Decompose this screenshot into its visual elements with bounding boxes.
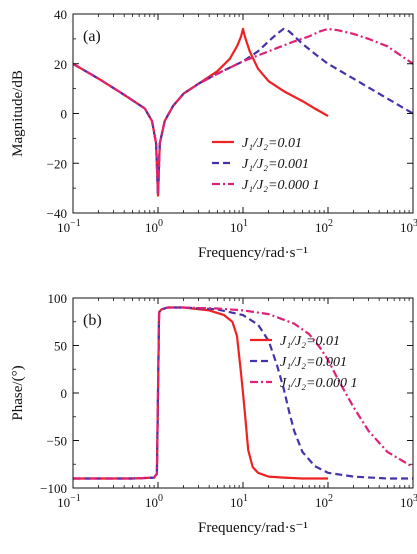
y-tick-label: −100 [40,481,67,496]
plot-area [73,27,413,197]
y-tick-label: 100 [48,291,68,306]
y-tick-label: 50 [54,339,67,354]
panel-label: (b) [83,312,102,329]
x-tick-label: 102 [315,218,333,235]
y-tick-label: 0 [61,107,68,122]
plot-area [73,306,413,480]
x-tick-label: 100 [145,493,163,510]
x-axis-label: Frequency/rad·s⁻¹ [198,520,308,536]
chart-panel-b: 10−1 100 101 102 103 −100 −50 0 50 100 Frequency/r… [10,291,417,536]
y-tick-label: 20 [54,57,67,72]
y-tick-label: −50 [47,434,67,449]
chart-panel-a: 10−1 100 101 102 103 −40 −20 0 20 40 Frequency/rad… [10,7,417,261]
legend-entry-2: J₁/J₂=0.001 [280,355,347,370]
legend-entry-3: J₁/J₂=0.000 1 [280,376,358,391]
legend-entry-1: J₁/J₂=0.01 [280,334,340,349]
x-tick-label: 102 [315,493,333,510]
x-tick-label: 10−1 [57,493,81,510]
legend: J₁/J₂=0.01 J₁/J₂=0.001 J₁/J₂=0.000 1 [250,334,358,391]
x-tick-label: 10−1 [57,218,81,235]
series-line-3 [73,27,413,197]
x-tick-label: 101 [230,218,248,235]
x-tick-label: 100 [145,218,163,235]
x-axis-label: Frequency/rad·s⁻¹ [198,245,308,261]
x-tick-label: 101 [230,493,248,510]
y-tick-label: −40 [47,206,67,221]
x-tick-label: 103 [400,218,417,235]
y-axis-label: Magnitude/dB [10,70,26,157]
legend-entry-1: J₁/J₂=0.01 [242,136,302,151]
y-tick-label: 0 [61,386,68,401]
legend-entry-2: J₁/J₂=0.001 [242,157,309,172]
y-tick-label: −20 [47,156,67,171]
x-tick-label: 103 [400,493,417,510]
series-line-3 [73,306,413,480]
legend: J₁/J₂=0.01 J₁/J₂=0.001 J₁/J₂=0.000 1 [212,136,320,193]
y-axis-label: Phase/(°) [10,365,26,420]
y-tick-label: 40 [54,7,67,22]
panel-label: (a) [83,28,101,45]
legend-entry-3: J₁/J₂=0.000 1 [242,178,320,193]
series-line-2 [73,306,413,480]
